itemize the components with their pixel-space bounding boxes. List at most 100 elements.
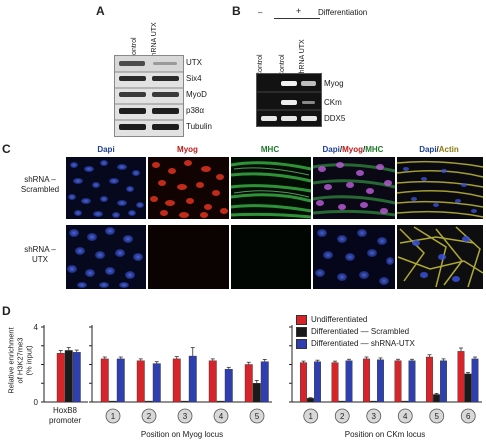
position-label-chart2-3: 3	[372, 412, 377, 421]
bar-chart2-pos5-scrambled	[433, 394, 440, 403]
panel-a-band-six4: Six4	[186, 74, 202, 83]
panel-c-col-merge-myog: Myog	[342, 145, 363, 154]
micrograph-utx-myog	[148, 225, 229, 289]
bar-chart2-pos1-shrna-utx	[314, 361, 321, 403]
bar-chart1-pos1-undifferentiated	[100, 358, 109, 403]
ckm-xlabel: Position on CKm locus	[344, 430, 426, 439]
legend-label-scrambled: Differentiated — Scrambled	[311, 327, 410, 336]
panel-b-letter: B	[232, 4, 241, 18]
panel-b-band-myog: Myog	[324, 79, 344, 88]
position-circle-chart2-6	[460, 408, 476, 424]
panel-c-letter: C	[2, 142, 11, 156]
legend-item-shutx: Differentiated — shRNA-UTX	[296, 338, 415, 350]
panel-c-col-merge-sep1: /	[339, 145, 343, 154]
panel-d-letter: D	[2, 304, 11, 318]
micrograph-scrambled-mhc	[230, 157, 312, 219]
hoxb8-label-line2: promoter	[48, 416, 81, 425]
bar-chart2-pos1-undifferentiated	[300, 362, 307, 403]
bar-chart1-pos3-scrambled	[180, 400, 189, 403]
legend-swatch-scrambled	[296, 326, 307, 337]
panel-a-band-tubulin: Tubulin	[186, 122, 212, 131]
position-label-chart2-5: 5	[435, 412, 440, 421]
bar-chart2-pos4-undifferentiated	[394, 360, 402, 403]
bar-chart1-pos4-undifferentiated	[208, 360, 217, 403]
position-circle-chart1-2	[141, 408, 157, 424]
panel-c-col-dapi: Dapi	[97, 145, 115, 154]
panel-c-row-scrambled-label: shRNA – Scrambled	[18, 175, 62, 195]
panel-c-col-dapi-actin: Dapi/Actin	[396, 145, 482, 154]
position-label-chart2-2: 2	[340, 412, 345, 421]
panel-b-gel	[256, 73, 322, 127]
panel-c-row-utx-line2: UTX	[32, 255, 48, 264]
bar-chart2-pos1-scrambled	[307, 398, 314, 403]
panel-b-gel-bands	[257, 81, 321, 121]
micrograph-utx-mhc	[231, 225, 311, 289]
position-label-chart1-3: 3	[183, 412, 188, 421]
panel-c-col-dapi-actin-actin: Actin	[438, 145, 459, 154]
position-label-chart2-1: 1	[309, 412, 314, 421]
bar-chart1-pos3-shrna-utx	[188, 355, 197, 403]
panel-c-col-merge: Dapi/Myog/MHC	[312, 145, 394, 154]
panel-b-header-plus: +	[296, 6, 302, 16]
micrograph-utx-dapi-actin	[397, 225, 484, 289]
micrograph-utx-dapi	[66, 225, 146, 289]
panel-b-header-minus: –	[258, 8, 263, 17]
bar-chart2-pos5-shrna-utx	[440, 360, 447, 403]
chart-0-ytick-label-4: 4	[34, 323, 39, 332]
panel-c-micrographs	[66, 157, 484, 289]
legend-item-scrambled: Differentiated — Scrambled	[296, 326, 415, 338]
panel-c-col-merge-mhc: MHC	[365, 145, 384, 154]
panel-b-band-ckm: CKm	[324, 98, 342, 107]
bar-chart1-pos4-shrna-utx	[224, 368, 233, 403]
bar-chart1-pos5-undifferentiated	[244, 364, 253, 403]
micrograph-utx-merge	[313, 225, 395, 289]
position-circle-chart2-4	[397, 408, 413, 424]
bar-chart1-pos1-scrambled	[108, 400, 117, 403]
hoxb8-label-line1: HoxB8	[52, 406, 77, 415]
bar-chart0-poshoxb8-promoter-undifferentiated	[56, 353, 65, 403]
bar-chart2-pos6-undifferentiated	[457, 351, 465, 403]
panel-c-row-scrambled-line1: shRNA –	[24, 175, 56, 184]
panel-c-row-utx-line1: shRNA –	[24, 245, 56, 254]
chart-0-ytick-label-0: 0	[34, 398, 39, 407]
bar-chart1-pos1-shrna-utx	[116, 358, 125, 403]
position-label-chart2-4: 4	[403, 412, 408, 421]
position-circle-chart1-1	[105, 408, 121, 424]
position-circle-chart1-4	[213, 408, 229, 424]
micrograph-scrambled-merge	[312, 157, 396, 219]
position-label-chart1-1: 1	[111, 412, 116, 421]
position-label-chart1-4: 4	[219, 412, 224, 421]
bar-chart1-pos5-scrambled	[252, 383, 261, 403]
legend-swatch-undifferentiated	[296, 314, 307, 325]
panel-c-row-scrambled-line2: Scrambled	[20, 185, 60, 194]
bar-chart2-pos2-shrna-utx	[345, 360, 353, 403]
bar-chart2-pos5-undifferentiated	[426, 356, 433, 403]
panel-b-header-label: Differentiation	[318, 8, 368, 17]
bar-chart2-pos6-scrambled	[464, 373, 472, 403]
micrograph-scrambled-myog	[148, 157, 229, 219]
legend-label-shutx: Differentiated — shRNA-UTX	[311, 339, 415, 348]
myog-xlabel: Position on Myog locus	[140, 430, 224, 439]
panel-c-col-merge-sep2: /	[363, 145, 366, 154]
bar-chart1-pos2-scrambled	[144, 400, 153, 403]
bar-chart2-pos4-scrambled	[401, 400, 409, 403]
bar-chart1-pos2-shrna-utx	[152, 363, 161, 403]
bar-chart0-poshoxb8-promoter-scrambled	[64, 350, 73, 403]
position-circle-chart1-5	[249, 408, 265, 424]
bar-chart1-pos5-shrna-utx	[260, 361, 269, 403]
position-label-chart1-2: 2	[147, 412, 152, 421]
position-circle-chart2-3	[366, 408, 382, 424]
bar-chart2-pos4-shrna-utx	[408, 360, 416, 403]
legend-label-undifferentiated: Undifferentiated	[311, 315, 368, 324]
panel-c-col-dapi-actin-dapi: Dapi	[419, 145, 437, 154]
bar-chart2-pos2-scrambled	[338, 400, 346, 403]
legend-swatch-shutx	[296, 338, 307, 349]
hoxb8-label: HoxB8 promoter	[40, 406, 90, 426]
panel-b-band-ddx5: DDX5	[324, 114, 346, 123]
bar-chart2-pos6-shrna-utx	[471, 358, 479, 403]
position-circle-chart2-2	[334, 408, 350, 424]
panel-a-blot-bands	[115, 56, 183, 130]
position-circle-chart2-1	[303, 408, 319, 424]
bar-chart2-pos2-undifferentiated	[331, 362, 339, 403]
position-label-chart1-5: 5	[255, 412, 260, 421]
